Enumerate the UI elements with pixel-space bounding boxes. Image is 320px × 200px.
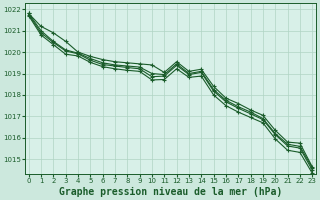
X-axis label: Graphe pression niveau de la mer (hPa): Graphe pression niveau de la mer (hPa) <box>59 187 282 197</box>
